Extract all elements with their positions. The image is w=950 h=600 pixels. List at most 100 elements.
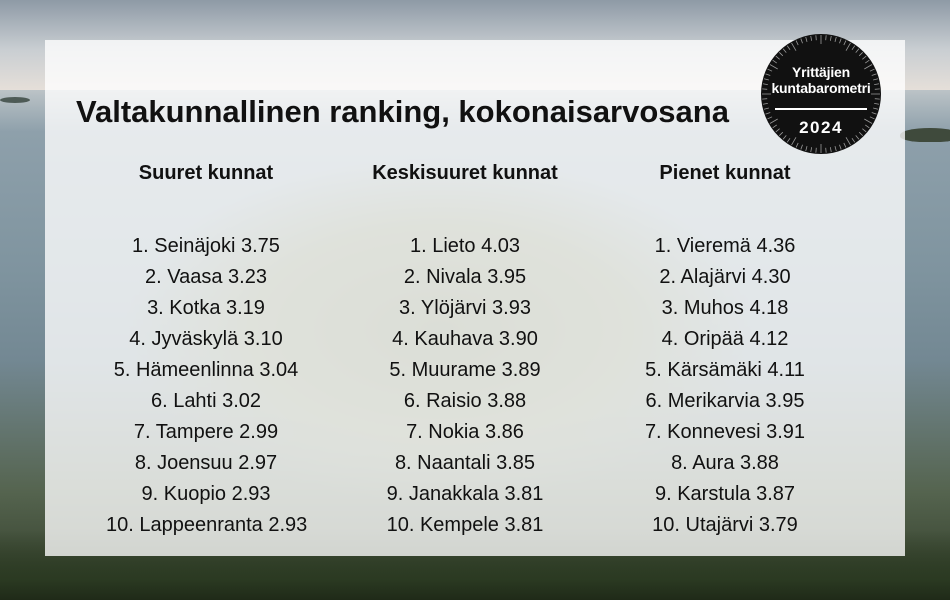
logo-tick — [843, 142, 847, 148]
logo-tick — [762, 102, 768, 105]
logo-tick — [775, 128, 780, 133]
logo-tick — [858, 131, 864, 137]
logo-tick — [851, 45, 856, 50]
logo-tick — [834, 146, 837, 152]
logo-tick — [864, 118, 873, 124]
list-item: 4. Kauhava 3.90 — [392, 328, 538, 350]
logo-tick — [782, 48, 787, 53]
logo-tick — [869, 68, 875, 72]
logo-tick-marks — [762, 35, 880, 153]
list-item: 9. Janakkala 3.81 — [386, 483, 544, 505]
list-item: 1. Vieremä 4.36 — [654, 235, 796, 257]
logo-tick — [810, 147, 813, 153]
logo-tick — [786, 138, 791, 143]
list-item: 1. Lieto 4.03 — [409, 235, 521, 257]
column-heading: Pienet kunnat — [659, 162, 791, 184]
list-item: 7. Nokia 3.86 — [406, 421, 524, 443]
logo-tick — [795, 40, 799, 46]
logo-tick — [791, 137, 797, 146]
column-small-municipalities: Pienet kunnat 1. Vieremä 4.36 2. Alajärv… — [620, 160, 830, 541]
logo-tick — [767, 116, 773, 120]
logo-tick — [874, 83, 880, 86]
logo-tick — [865, 59, 870, 64]
logo-tick — [762, 83, 768, 86]
logo-tick — [874, 102, 880, 105]
list-item: 10. Kempele 3.81 — [386, 514, 544, 536]
logo-tick — [772, 59, 777, 64]
ranking-list: 1. Vieremä 4.36 2. Alajärvi 4.30 3. Muho… — [620, 231, 830, 541]
list-item: 3. Kotka 3.19 — [147, 297, 265, 319]
logo-tick — [765, 73, 771, 76]
ranking-list: 1. Seinäjoki 3.75 2. Vaasa 3.23 3. Kotka… — [106, 231, 308, 541]
logo-year: 2024 — [799, 118, 843, 137]
logo-tick — [763, 78, 769, 81]
logo-line-2: kuntabarometri — [771, 80, 871, 96]
logo-tick — [778, 131, 784, 137]
list-item: 10. Lappeenranta 2.93 — [106, 514, 308, 536]
logo-tick — [864, 64, 873, 70]
logo-tick — [834, 36, 837, 42]
logo-tick — [800, 38, 803, 44]
logo-text: Yrittäjien kuntabarometri — [761, 64, 881, 96]
logo-tick — [778, 51, 784, 57]
logo-tick — [769, 64, 778, 70]
logo-tick — [805, 36, 808, 42]
list-item: 4. Oripää 4.12 — [661, 328, 789, 350]
logo-tick — [800, 144, 803, 150]
logo-tick — [810, 35, 813, 41]
logo-tick — [871, 73, 877, 76]
list-item: 9. Karstula 3.87 — [654, 483, 796, 505]
logo-tick — [765, 112, 771, 115]
logo-tick — [775, 55, 780, 60]
list-item: 3. Ylöjärvi 3.93 — [399, 297, 531, 319]
logo-tick — [862, 128, 867, 133]
logo-tick — [862, 55, 867, 60]
list-item: 10. Utajärvi 3.79 — [652, 514, 798, 536]
list-item: 8. Joensuu 2.97 — [134, 452, 278, 474]
list-item: 7. Tampere 2.99 — [133, 421, 279, 443]
list-item: 6. Lahti 3.02 — [150, 390, 262, 412]
logo-tick — [855, 48, 860, 53]
logo-divider — [775, 108, 867, 110]
list-item: 8. Aura 3.88 — [671, 452, 779, 474]
island-right — [900, 128, 950, 142]
logo-tick — [855, 135, 860, 140]
list-item: 1. Seinäjoki 3.75 — [132, 235, 280, 257]
content-panel — [45, 40, 905, 556]
logo-tick — [873, 78, 879, 81]
column-heading: Keskisuuret kunnat — [372, 162, 558, 184]
list-item: 3. Muhos 4.18 — [661, 297, 789, 319]
list-item: 5. Kärsämäki 4.11 — [645, 359, 805, 381]
logo-tick — [871, 112, 877, 115]
ranking-list: 1. Lieto 4.03 2. Nivala 3.95 3. Ylöjärvi… — [355, 231, 575, 541]
logo-line-1: Yrittäjien — [792, 64, 850, 80]
logo-tick — [772, 124, 777, 129]
list-item: 6. Raisio 3.88 — [403, 390, 527, 412]
logo-tick — [763, 107, 769, 110]
list-item: 2. Nivala 3.95 — [403, 266, 527, 288]
logo-tick — [843, 40, 847, 46]
logo-tick — [795, 142, 799, 148]
logo-tick — [839, 144, 842, 150]
list-item: 2. Vaasa 3.23 — [145, 266, 267, 288]
logo-tick — [805, 146, 808, 152]
logo-tick — [839, 38, 842, 44]
logo-tick — [791, 42, 797, 51]
logo-tick — [873, 107, 879, 110]
list-item: 7. Konnevesi 3.91 — [644, 421, 806, 443]
list-item: 8. Naantali 3.85 — [394, 452, 536, 474]
logo-tick — [829, 35, 832, 41]
list-item: 5. Hämeenlinna 3.04 — [113, 359, 299, 381]
column-medium-municipalities: Keskisuuret kunnat 1. Lieto 4.03 2. Niva… — [355, 160, 575, 541]
logo-tick — [851, 138, 856, 143]
logo-tick — [845, 42, 851, 51]
logo-tick — [782, 135, 787, 140]
kuntabarometri-logo: Yrittäjien kuntabarometri 2024 — [761, 34, 881, 154]
list-item: 9. Kuopio 2.93 — [141, 483, 271, 505]
logo-tick — [829, 147, 832, 153]
list-item: 5. Muurame 3.89 — [389, 359, 541, 381]
list-item: 2. Alajärvi 4.30 — [659, 266, 791, 288]
column-large-municipalities: Suuret kunnat 1. Seinäjoki 3.75 2. Vaasa… — [106, 160, 308, 541]
logo-tick — [767, 68, 773, 72]
column-heading: Suuret kunnat — [138, 162, 274, 184]
